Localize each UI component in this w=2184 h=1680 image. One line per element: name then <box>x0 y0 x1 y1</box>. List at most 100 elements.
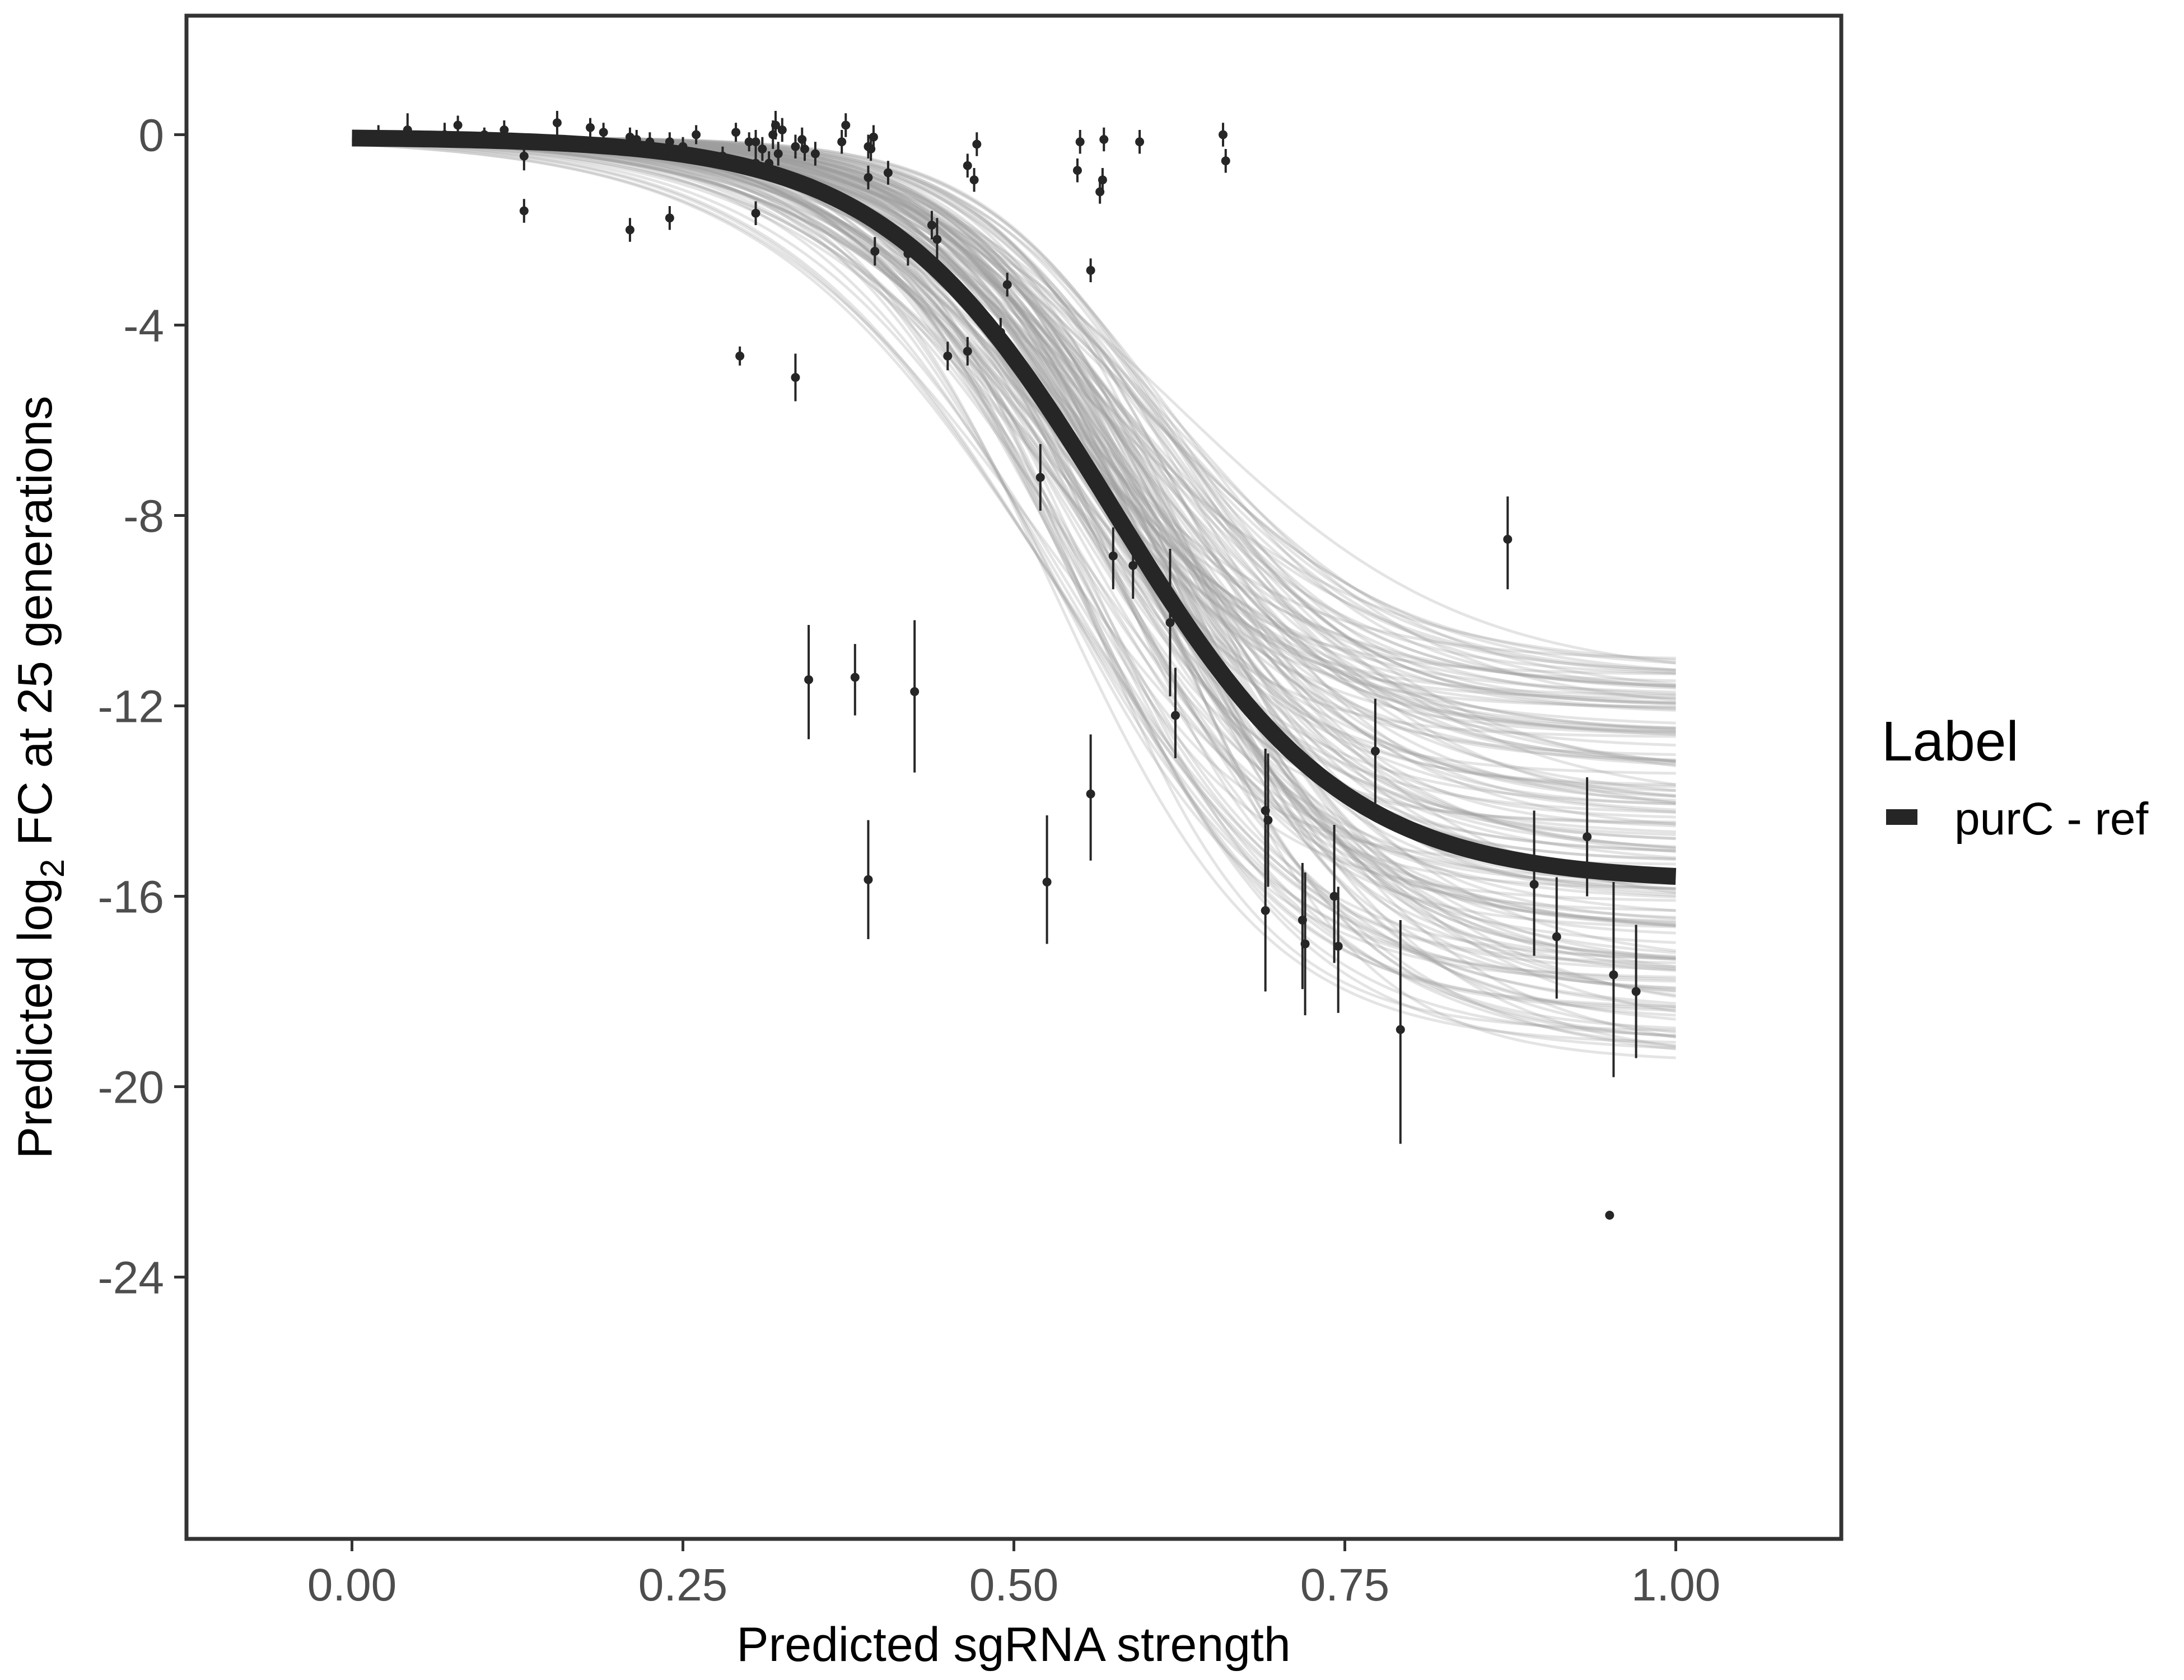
point-marker <box>1108 551 1118 561</box>
data-point <box>773 142 783 166</box>
x-axis-title: Predicted sgRNA strength <box>736 1618 1291 1672</box>
point-marker <box>1098 175 1107 185</box>
data-point <box>791 134 800 158</box>
point-marker <box>692 130 701 139</box>
point-marker <box>625 225 634 235</box>
point-marker <box>519 206 529 216</box>
data-point <box>645 132 655 152</box>
data-point <box>810 142 820 166</box>
point-marker <box>678 142 688 151</box>
data-point <box>552 111 562 135</box>
x-tick-label: 0.00 <box>307 1560 397 1611</box>
data-point <box>1221 149 1230 173</box>
data-point <box>1503 496 1513 590</box>
posterior-draw <box>352 141 1676 1048</box>
point-marker <box>1529 880 1539 889</box>
point-marker <box>841 120 851 130</box>
data-point <box>791 353 800 402</box>
data-point <box>1086 258 1095 282</box>
posterior-draw <box>352 138 1676 912</box>
data-point <box>800 137 809 161</box>
data-point <box>850 644 860 716</box>
point-marker <box>552 118 562 128</box>
data-point <box>1370 698 1380 804</box>
data-point <box>1631 925 1641 1058</box>
data-point <box>1300 872 1310 1015</box>
point-marker <box>1300 939 1310 949</box>
point-marker <box>1552 932 1561 941</box>
data-point <box>1552 877 1561 999</box>
point-marker <box>903 249 913 258</box>
data-point <box>500 120 509 139</box>
point-marker <box>1605 1211 1614 1220</box>
data-point <box>1605 1211 1614 1220</box>
point-marker <box>1609 970 1618 979</box>
y-tick-label: -4 <box>123 301 164 352</box>
data-point <box>1219 123 1228 147</box>
point-marker <box>1370 746 1380 756</box>
point-marker <box>1128 561 1138 570</box>
x-tick-label: 0.75 <box>1300 1560 1390 1611</box>
point-marker <box>735 351 745 361</box>
data-point <box>764 151 774 175</box>
point-marker <box>910 687 920 696</box>
data-point <box>758 137 767 161</box>
data-point <box>599 123 608 142</box>
y-axis-title-sub: 2 <box>34 859 71 878</box>
point-marker <box>1333 941 1343 951</box>
point-marker <box>870 246 880 256</box>
data-point <box>963 153 972 178</box>
data-point <box>519 142 529 171</box>
point-marker <box>996 328 1005 337</box>
posterior-draw <box>352 143 1676 927</box>
data-point <box>943 342 953 371</box>
posterior-draw <box>352 137 1676 689</box>
point-marker <box>1035 473 1045 482</box>
posterior-draws <box>352 136 1676 1060</box>
data-point <box>869 125 878 149</box>
point-marker <box>599 128 608 137</box>
point-marker <box>1086 789 1095 799</box>
posterior-draw <box>352 139 1676 766</box>
point-marker <box>1086 265 1095 275</box>
data-point <box>665 132 674 152</box>
data-point <box>1396 920 1405 1144</box>
point-marker <box>963 161 972 170</box>
posterior-draw <box>352 136 1676 1017</box>
point-marker <box>1261 906 1270 915</box>
data-point <box>841 113 851 137</box>
x-tick-label: 0.25 <box>638 1560 728 1611</box>
point-marker <box>791 373 800 382</box>
data-point <box>751 130 760 154</box>
point-marker <box>1075 137 1085 147</box>
legend-title: Label <box>1882 710 2019 773</box>
point-marker <box>500 125 509 134</box>
data-point <box>777 118 787 142</box>
data-point <box>972 132 982 156</box>
point-marker <box>1221 156 1230 166</box>
data-point <box>692 125 701 144</box>
data-point <box>374 125 383 144</box>
data-point <box>870 237 880 266</box>
point-marker <box>1135 137 1145 147</box>
point-marker <box>1072 166 1082 175</box>
point-marker <box>764 158 774 168</box>
point-marker <box>1042 878 1052 886</box>
data-point <box>1002 273 1012 297</box>
point-marker <box>800 144 809 153</box>
y-tick-label: -20 <box>97 1062 164 1113</box>
point-marker <box>773 149 783 158</box>
posterior-draw <box>352 137 1676 665</box>
point-marker <box>777 125 787 134</box>
point-marker <box>665 137 674 147</box>
point-marker <box>1099 135 1109 144</box>
posterior-draw <box>352 136 1676 928</box>
posterior-draw <box>352 139 1676 732</box>
data-point <box>932 218 942 261</box>
point-marker <box>791 142 800 151</box>
point-marker <box>927 221 936 230</box>
point-marker <box>440 130 449 139</box>
posterior-draw <box>352 143 1676 1009</box>
point-marker <box>850 673 860 682</box>
point-marker <box>1396 1025 1405 1034</box>
